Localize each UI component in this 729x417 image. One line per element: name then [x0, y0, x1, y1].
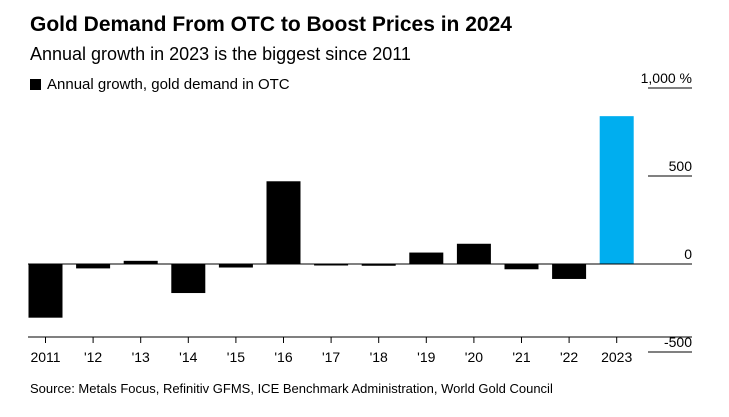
bar: [599, 116, 634, 264]
x-tick-label: '19: [417, 349, 435, 365]
x-tick-label: '15: [227, 349, 245, 365]
legend-swatch: [30, 79, 41, 90]
x-tick-label: '16: [274, 349, 292, 365]
x-tick-label: 2023: [601, 349, 632, 365]
bar: [218, 264, 253, 268]
bar: [28, 264, 63, 318]
bar: [171, 264, 206, 294]
y-tick-label: 1,000 %: [641, 70, 692, 86]
bar: [314, 264, 349, 266]
chart-title: Gold Demand From OTC to Boost Prices in …: [30, 13, 512, 36]
x-tick-label: 2011: [30, 349, 60, 365]
bar: [266, 181, 301, 264]
x-tick-label: '13: [132, 349, 150, 365]
x-tick-label: '14: [179, 349, 197, 365]
y-tick-label: 500: [669, 158, 693, 174]
chart-subtitle: Annual growth in 2023 is the biggest sin…: [30, 44, 411, 64]
bar: [552, 264, 587, 279]
legend-label: Annual growth, gold demand in OTC: [47, 76, 290, 93]
bar: [76, 264, 111, 269]
y-tick-label: -500: [664, 334, 692, 350]
x-tick-label: '18: [370, 349, 388, 365]
bar: [361, 264, 396, 266]
x-tick-label: '20: [465, 349, 483, 365]
legend: Annual growth, gold demand in OTC: [30, 76, 290, 93]
x-tick-label: '21: [512, 349, 530, 365]
x-tick-label: '17: [322, 349, 340, 365]
bar: [409, 252, 444, 264]
bar: [123, 260, 158, 264]
source-note: Source: Metals Focus, Refinitiv GFMS, IC…: [30, 381, 553, 396]
y-tick-label: 0: [684, 246, 692, 262]
bar: [456, 243, 491, 264]
bar: [504, 264, 539, 270]
x-tick-label: '22: [560, 349, 578, 365]
x-tick-label: '12: [84, 349, 102, 365]
